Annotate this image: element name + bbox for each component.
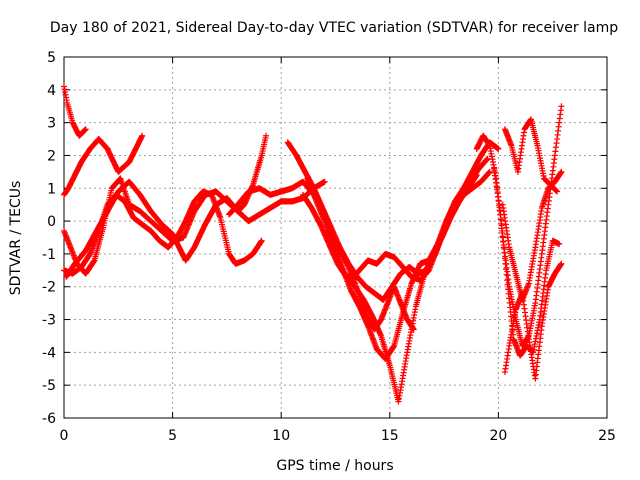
y-tick-label: 2	[47, 148, 56, 164]
y-tick-label: -6	[42, 411, 56, 427]
y-tick-label: 1	[47, 181, 56, 197]
data-series-2	[61, 132, 146, 198]
y-tick-label: -2	[42, 280, 56, 296]
y-tick-label: -5	[42, 378, 56, 394]
x-tick-label: 15	[381, 428, 399, 444]
grid	[64, 57, 607, 418]
data-point	[262, 132, 269, 139]
x-tick-label: 10	[272, 428, 290, 444]
y-axis-title: SDTVAR / TECUs	[8, 181, 24, 296]
data-point	[82, 126, 89, 133]
axes: 0 5 10 15 20 25 -6 -5 -4 -3 -2 -1 0 1 2 3 4 5	[42, 50, 616, 444]
data-point	[502, 260, 509, 267]
y-tick-label: 3	[47, 116, 56, 132]
y-tick-label: 0	[47, 214, 56, 230]
y-tick-label: 5	[47, 50, 56, 66]
data-point	[139, 132, 146, 139]
data-series-1	[61, 83, 89, 139]
y-tick-label: -3	[42, 313, 56, 329]
chart-title: Day 180 of 2021, Sidereal Day-to-day VTE…	[50, 20, 618, 36]
data-point	[501, 249, 508, 256]
y-tick-label: 4	[47, 83, 56, 99]
data-point	[500, 238, 507, 245]
data-point	[558, 103, 565, 110]
x-tick-label: 0	[60, 428, 69, 444]
data-marks	[61, 83, 565, 405]
y-tick-label: -1	[42, 247, 56, 263]
x-tick-label: 25	[598, 428, 616, 444]
x-tick-label: 20	[489, 428, 507, 444]
x-axis-title: GPS time / hours	[276, 458, 393, 474]
y-tick-label: -4	[42, 345, 56, 361]
data-series-11	[473, 103, 565, 349]
x-tick-label: 5	[168, 428, 177, 444]
data-series-6	[226, 168, 493, 284]
